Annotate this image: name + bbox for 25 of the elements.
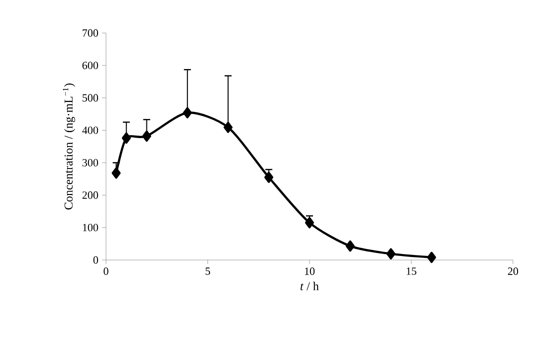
x-tick-label: 0 bbox=[104, 268, 108, 275]
point bbox=[122, 132, 131, 144]
y-tick-label: 500 bbox=[82, 94, 98, 102]
y-tick-label: 200 bbox=[82, 191, 98, 199]
point bbox=[142, 130, 152, 142]
point bbox=[386, 248, 396, 260]
point bbox=[112, 167, 121, 179]
point bbox=[182, 107, 192, 118]
x-tick-label: 20 bbox=[508, 268, 518, 275]
point bbox=[224, 122, 233, 133]
y-tick-label: 0 bbox=[93, 256, 98, 264]
y-tick-label: 300 bbox=[82, 159, 98, 166]
y-tick-label: 600 bbox=[82, 62, 98, 70]
x-tick-label: 10 bbox=[304, 268, 315, 275]
y-tick-label: 100 bbox=[82, 224, 98, 232]
point bbox=[346, 240, 355, 252]
x-tick-label: 5 bbox=[206, 268, 210, 275]
y-axis-title: Concentration / (ng·mL$^{−1}$) bbox=[62, 84, 76, 210]
y-tick-label: 400 bbox=[82, 126, 98, 134]
point bbox=[305, 217, 314, 228]
point bbox=[264, 172, 274, 183]
y-tick-label: 700 bbox=[82, 29, 98, 37]
point bbox=[427, 252, 436, 263]
x-axis-title: t / h bbox=[300, 282, 319, 290]
x-tick-label: 15 bbox=[406, 268, 416, 275]
